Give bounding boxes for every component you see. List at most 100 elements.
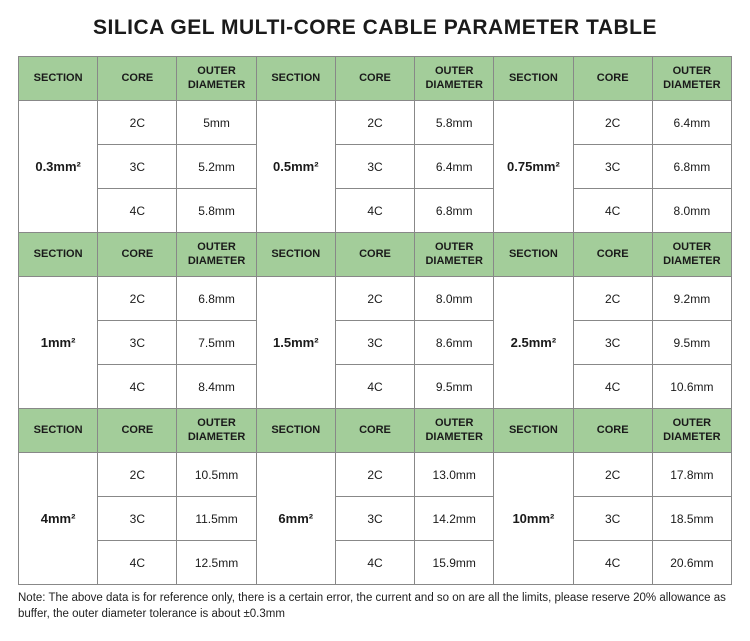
outer_diameter-header: OUTER DIAMETER	[415, 233, 494, 277]
table-row: 1mm²2C6.8mm1.5mm²2C8.0mm2.5mm²2C9.2mm	[19, 277, 732, 321]
core-header: CORE	[573, 57, 652, 101]
core-cell: 2C	[335, 453, 414, 497]
core-cell: 4C	[573, 541, 652, 585]
outer-diameter-cell: 13.0mm	[415, 453, 494, 497]
outer-diameter-cell: 11.5mm	[177, 497, 256, 541]
outer_diameter-header: OUTER DIAMETER	[415, 409, 494, 453]
table-row: 0.3mm²2C5mm0.5mm²2C5.8mm0.75mm²2C6.4mm	[19, 101, 732, 145]
section-header: SECTION	[494, 57, 573, 101]
outer-diameter-cell: 5mm	[177, 101, 256, 145]
outer-diameter-cell: 5.2mm	[177, 145, 256, 189]
section-cell: 1mm²	[19, 277, 98, 409]
core-cell: 2C	[98, 453, 177, 497]
core-cell: 2C	[573, 277, 652, 321]
header-row: SECTIONCOREOUTER DIAMETERSECTIONCOREOUTE…	[19, 57, 732, 101]
core-cell: 3C	[98, 497, 177, 541]
outer-diameter-cell: 8.0mm	[652, 189, 731, 233]
core-cell: 2C	[335, 101, 414, 145]
outer_diameter-header: OUTER DIAMETER	[177, 409, 256, 453]
section-header: SECTION	[494, 233, 573, 277]
core-cell: 2C	[335, 277, 414, 321]
core-cell: 2C	[573, 101, 652, 145]
outer-diameter-cell: 6.8mm	[652, 145, 731, 189]
section-header: SECTION	[256, 233, 335, 277]
header-row: SECTIONCOREOUTER DIAMETERSECTIONCOREOUTE…	[19, 233, 732, 277]
core-cell: 3C	[573, 321, 652, 365]
outer-diameter-cell: 7.5mm	[177, 321, 256, 365]
section-header: SECTION	[19, 233, 98, 277]
table-row: 4C5.8mm4C6.8mm4C8.0mm	[19, 189, 732, 233]
core-cell: 3C	[98, 321, 177, 365]
core-cell: 4C	[98, 189, 177, 233]
outer-diameter-cell: 12.5mm	[177, 541, 256, 585]
table-row: 3C5.2mm3C6.4mm3C6.8mm	[19, 145, 732, 189]
table-row: 3C7.5mm3C8.6mm3C9.5mm	[19, 321, 732, 365]
table-row: 3C11.5mm3C14.2mm3C18.5mm	[19, 497, 732, 541]
core-header: CORE	[573, 409, 652, 453]
outer-diameter-cell: 9.5mm	[415, 365, 494, 409]
section-cell: 2.5mm²	[494, 277, 573, 409]
outer-diameter-cell: 6.8mm	[415, 189, 494, 233]
core-cell: 4C	[335, 541, 414, 585]
outer_diameter-header: OUTER DIAMETER	[652, 233, 731, 277]
outer_diameter-header: OUTER DIAMETER	[415, 57, 494, 101]
section-cell: 4mm²	[19, 453, 98, 585]
core-header: CORE	[335, 233, 414, 277]
section-cell: 10mm²	[494, 453, 573, 585]
core-cell: 2C	[98, 277, 177, 321]
parameter-table: SECTIONCOREOUTER DIAMETERSECTIONCOREOUTE…	[18, 56, 732, 585]
section-cell: 0.5mm²	[256, 101, 335, 233]
table-row: 4C8.4mm4C9.5mm4C10.6mm	[19, 365, 732, 409]
outer-diameter-cell: 18.5mm	[652, 497, 731, 541]
outer-diameter-cell: 20.6mm	[652, 541, 731, 585]
core-cell: 4C	[573, 189, 652, 233]
core-header: CORE	[335, 409, 414, 453]
section-cell: 6mm²	[256, 453, 335, 585]
outer-diameter-cell: 8.4mm	[177, 365, 256, 409]
outer-diameter-cell: 10.6mm	[652, 365, 731, 409]
section-cell: 0.3mm²	[19, 101, 98, 233]
section-header: SECTION	[19, 57, 98, 101]
table-row: 4mm²2C10.5mm6mm²2C13.0mm10mm²2C17.8mm	[19, 453, 732, 497]
outer-diameter-cell: 10.5mm	[177, 453, 256, 497]
core-cell: 3C	[573, 145, 652, 189]
core-cell: 4C	[335, 365, 414, 409]
outer-diameter-cell: 8.0mm	[415, 277, 494, 321]
outer-diameter-cell: 6.4mm	[415, 145, 494, 189]
header-row: SECTIONCOREOUTER DIAMETERSECTIONCOREOUTE…	[19, 409, 732, 453]
outer-diameter-cell: 17.8mm	[652, 453, 731, 497]
outer_diameter-header: OUTER DIAMETER	[652, 57, 731, 101]
core-cell: 3C	[335, 145, 414, 189]
core-cell: 3C	[335, 497, 414, 541]
core-cell: 4C	[573, 365, 652, 409]
core-cell: 2C	[573, 453, 652, 497]
section-header: SECTION	[256, 57, 335, 101]
table-row: 4C12.5mm4C15.9mm4C20.6mm	[19, 541, 732, 585]
outer-diameter-cell: 15.9mm	[415, 541, 494, 585]
outer-diameter-cell: 6.8mm	[177, 277, 256, 321]
core-cell: 4C	[98, 541, 177, 585]
core-cell: 3C	[335, 321, 414, 365]
outer-diameter-cell: 14.2mm	[415, 497, 494, 541]
outer_diameter-header: OUTER DIAMETER	[177, 233, 256, 277]
section-cell: 1.5mm²	[256, 277, 335, 409]
section-header: SECTION	[494, 409, 573, 453]
core-header: CORE	[335, 57, 414, 101]
core-cell: 4C	[98, 365, 177, 409]
footnote: Note: The above data is for reference on…	[18, 591, 732, 622]
core-cell: 3C	[573, 497, 652, 541]
core-cell: 3C	[98, 145, 177, 189]
outer-diameter-cell: 5.8mm	[177, 189, 256, 233]
outer-diameter-cell: 5.8mm	[415, 101, 494, 145]
section-header: SECTION	[19, 409, 98, 453]
outer-diameter-cell: 8.6mm	[415, 321, 494, 365]
outer_diameter-header: OUTER DIAMETER	[177, 57, 256, 101]
table-body: SECTIONCOREOUTER DIAMETERSECTIONCOREOUTE…	[19, 57, 732, 585]
outer_diameter-header: OUTER DIAMETER	[652, 409, 731, 453]
core-header: CORE	[573, 233, 652, 277]
outer-diameter-cell: 9.5mm	[652, 321, 731, 365]
core-cell: 4C	[335, 189, 414, 233]
core-cell: 2C	[98, 101, 177, 145]
core-header: CORE	[98, 409, 177, 453]
outer-diameter-cell: 6.4mm	[652, 101, 731, 145]
